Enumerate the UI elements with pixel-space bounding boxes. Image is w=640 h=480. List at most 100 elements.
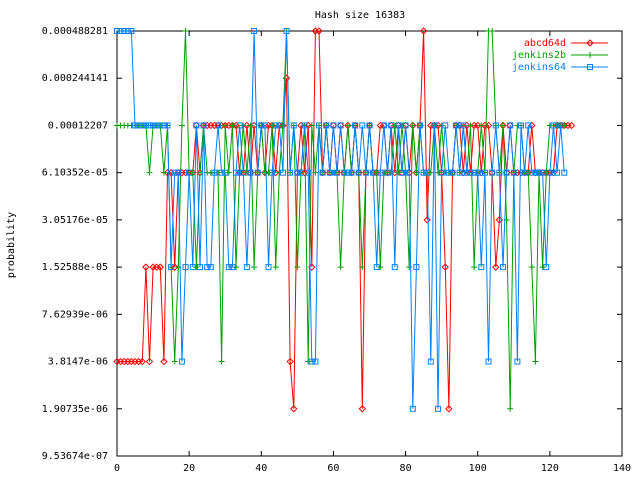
data-point-jenkins64 bbox=[164, 122, 171, 129]
data-point-jenkins2b bbox=[478, 122, 485, 129]
data-point-abcd64d bbox=[228, 121, 237, 130]
data-point-abcd64d bbox=[308, 263, 316, 271]
x-tick-label: 120 bbox=[541, 463, 559, 474]
data-point-jenkins64 bbox=[326, 169, 333, 176]
data-point-jenkins64 bbox=[445, 169, 452, 176]
data-point-jenkins64 bbox=[557, 122, 564, 129]
data-point-jenkins64 bbox=[463, 169, 470, 176]
data-point-jenkins64 bbox=[287, 169, 294, 176]
data-point-jenkins2b bbox=[146, 169, 153, 176]
data-point-abcd64d bbox=[152, 263, 161, 271]
data-point-abcd64d bbox=[492, 263, 500, 271]
data-point-jenkins64 bbox=[489, 169, 496, 176]
data-point-jenkins64 bbox=[196, 264, 203, 271]
y-axis-ticks: 9.53674e-07 1.90735e-06 3.8147e-06 7.62939e… bbox=[42, 26, 622, 462]
data-point-jenkins2b bbox=[178, 122, 185, 129]
data-point-jenkins64 bbox=[225, 264, 232, 271]
legend-label-jenkins2b: jenkins2b bbox=[512, 50, 566, 61]
data-point-jenkins2b bbox=[398, 122, 405, 129]
data-point-jenkins64 bbox=[290, 122, 297, 129]
data-point-jenkins64 bbox=[424, 169, 431, 176]
data-point-jenkins2b bbox=[305, 358, 312, 365]
data-point-jenkins2b bbox=[243, 169, 250, 176]
data-point-abcd64d bbox=[311, 27, 320, 35]
data-point-jenkins2b bbox=[236, 169, 243, 176]
data-point-jenkins64 bbox=[283, 28, 290, 34]
x-tick-label: 0 bbox=[114, 463, 120, 474]
y-tick-label: 7.62939e-06 bbox=[42, 309, 108, 320]
data-point-jenkins64 bbox=[561, 169, 568, 176]
data-point-abcd64d bbox=[232, 121, 240, 130]
data-point-abcd64d bbox=[167, 168, 175, 177]
data-point-jenkins64 bbox=[377, 169, 384, 176]
y-tick-label: 6.10352e-05 bbox=[42, 168, 108, 179]
data-point-jenkins64 bbox=[157, 122, 164, 129]
data-point-jenkins64 bbox=[150, 122, 157, 129]
data-point-jenkins2b bbox=[409, 122, 416, 129]
plot-frame bbox=[116, 30, 623, 457]
data-point-jenkins64 bbox=[492, 122, 499, 129]
data-point-abcd64d bbox=[250, 121, 258, 130]
data-point-jenkins64 bbox=[384, 169, 391, 176]
data-point-jenkins64 bbox=[352, 122, 359, 129]
data-point-jenkins64 bbox=[525, 122, 532, 129]
data-point-jenkins64 bbox=[323, 122, 330, 129]
y-tick-label: 0.00012207 bbox=[48, 120, 108, 131]
data-point-jenkins64 bbox=[294, 169, 301, 176]
data-point-jenkins2b bbox=[171, 358, 178, 365]
data-point-jenkins64 bbox=[496, 169, 503, 176]
data-point-abcd64d bbox=[409, 121, 417, 130]
data-point-jenkins2b bbox=[308, 122, 315, 129]
data-point-jenkins2b bbox=[532, 358, 539, 365]
data-point-jenkins64 bbox=[355, 169, 362, 176]
data-point-jenkins64 bbox=[218, 169, 225, 176]
data-point-jenkins64 bbox=[301, 122, 308, 129]
chart-title: Hash size 16383 bbox=[315, 10, 405, 21]
data-point-jenkins64 bbox=[550, 122, 557, 129]
data-point-jenkins64 bbox=[200, 122, 207, 129]
data-point-jenkins64 bbox=[312, 358, 319, 365]
data-point-jenkins2b bbox=[391, 122, 398, 129]
data-point-jenkins64 bbox=[362, 169, 369, 176]
data-point-jenkins64 bbox=[254, 169, 261, 176]
data-point-jenkins64 bbox=[521, 169, 528, 176]
x-tick-label: 140 bbox=[613, 463, 631, 474]
data-point-jenkins64 bbox=[186, 169, 193, 176]
data-point-jenkins64 bbox=[507, 122, 514, 129]
legend-label-jenkins64: jenkins64 bbox=[512, 62, 566, 73]
data-point-jenkins2b bbox=[222, 122, 229, 129]
data-point-jenkins2b bbox=[427, 169, 434, 176]
series-jenkins64 bbox=[114, 28, 568, 412]
data-point-jenkins64 bbox=[207, 264, 214, 271]
data-point-jenkins64 bbox=[222, 169, 229, 176]
x-tick-label: 40 bbox=[255, 463, 267, 474]
data-point-abcd64d bbox=[113, 357, 121, 366]
data-point-jenkins64 bbox=[243, 264, 250, 271]
data-point-jenkins64 bbox=[449, 169, 456, 176]
data-point-jenkins64 bbox=[388, 122, 395, 129]
legend-marker-jenkins2b bbox=[587, 52, 593, 58]
data-point-abcd64d bbox=[207, 121, 215, 130]
y-tick-label: 1.90735e-06 bbox=[42, 404, 108, 415]
data-point-jenkins64 bbox=[124, 28, 131, 34]
data-point-jenkins64 bbox=[532, 169, 539, 176]
data-point-jenkins2b bbox=[467, 122, 474, 129]
data-point-abcd64d bbox=[441, 263, 449, 271]
data-point-jenkins64 bbox=[269, 169, 276, 176]
data-point-jenkins2b bbox=[276, 169, 283, 176]
data-point-jenkins2b bbox=[218, 358, 225, 365]
data-point-jenkins64 bbox=[193, 122, 200, 129]
data-point-jenkins2b bbox=[294, 264, 301, 271]
data-point-jenkins64 bbox=[370, 169, 377, 176]
data-point-jenkins64 bbox=[366, 122, 373, 129]
data-point-abcd64d bbox=[358, 405, 366, 413]
data-point-jenkins64 bbox=[341, 169, 348, 176]
data-point-jenkins2b bbox=[225, 169, 232, 176]
axes bbox=[116, 30, 623, 457]
data-point-jenkins2b bbox=[507, 405, 514, 412]
data-point-abcd64d bbox=[481, 121, 489, 130]
x-tick-label: 20 bbox=[183, 463, 195, 474]
data-point-jenkins64 bbox=[297, 169, 304, 176]
x-tick-label: 100 bbox=[469, 463, 487, 474]
data-point-jenkins2b bbox=[233, 264, 240, 271]
